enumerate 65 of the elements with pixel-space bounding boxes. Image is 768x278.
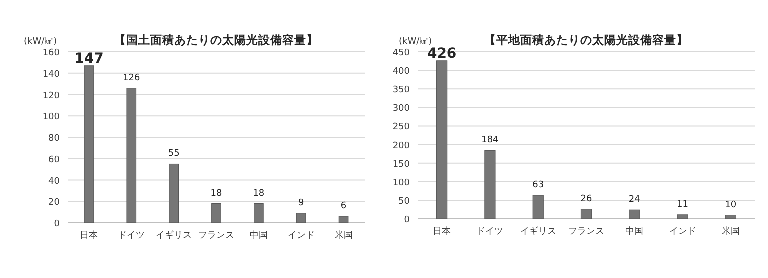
y-tick-label: 100: [42, 112, 60, 123]
x-tick-label: 中国: [250, 230, 268, 241]
x-tick-label: ドイツ: [476, 227, 504, 237]
x-tick-label: イギリス: [520, 226, 556, 237]
data-label: 18: [253, 188, 265, 199]
bar: [484, 150, 496, 220]
bar: [212, 204, 222, 224]
chart-title: 【平地面積あたりの太陽光設備容量】: [484, 33, 688, 47]
x-tick-label: フランス: [568, 227, 604, 237]
y-tick-label: 0: [404, 216, 410, 226]
data-label: 184: [482, 136, 500, 146]
y-axis-title: (kW/㎢): [24, 37, 58, 47]
x-tick-label: フランス: [198, 231, 234, 241]
x-tick-label: インド: [288, 231, 315, 241]
data-label: 147: [74, 50, 104, 67]
y-tick-label: 400: [392, 67, 410, 78]
bar: [84, 66, 94, 224]
data-label: 126: [123, 73, 140, 84]
y-tick-label: 450: [392, 48, 410, 58]
data-label: 11: [677, 200, 689, 210]
x-tick-label: ドイツ: [118, 231, 146, 241]
bar: [629, 210, 640, 220]
y-tick-label: 100: [392, 178, 410, 188]
bar: [126, 88, 137, 224]
y-tick-label: 60: [48, 155, 60, 166]
data-label: 24: [628, 195, 641, 206]
y-tick-label: 80: [48, 134, 60, 144]
x-tick-label: 日本: [433, 226, 452, 237]
y-tick-label: 140: [42, 70, 60, 80]
data-label: 6: [340, 202, 347, 212]
y-tick-label: 150: [392, 160, 410, 170]
data-label: 55: [168, 149, 180, 160]
data-label: 26: [580, 194, 592, 204]
y-tick-label: 300: [392, 104, 410, 114]
x-tick-label: イギリス: [156, 230, 192, 241]
bar: [169, 164, 179, 224]
data-label: 63: [532, 180, 544, 191]
bar: [436, 60, 448, 220]
bar: [725, 215, 736, 220]
bar: [254, 204, 264, 224]
y-tick-label: 20: [48, 198, 60, 208]
data-label: 18: [210, 188, 222, 199]
bar: [338, 216, 349, 224]
y-tick-label: 40: [48, 176, 60, 187]
data-label: 9: [298, 198, 304, 208]
y-axis-title: (kW/㎢): [399, 37, 432, 47]
bar: [677, 214, 688, 220]
x-tick-label: 米国: [334, 230, 353, 241]
x-tick-label: 日本: [80, 230, 98, 241]
x-tick-label: 米国: [722, 226, 740, 237]
y-tick-label: 160: [42, 48, 60, 58]
bar: [580, 209, 592, 220]
data-label: 426: [427, 46, 457, 62]
y-tick-label: 0: [54, 220, 60, 230]
bar: [532, 195, 544, 220]
y-tick-label: 350: [392, 86, 410, 96]
y-tick-label: 200: [392, 141, 410, 152]
x-tick-label: インド: [669, 227, 696, 237]
y-tick-label: 50: [398, 196, 410, 207]
y-tick-label: 120: [42, 91, 60, 102]
data-label: 10: [725, 200, 737, 210]
chart-title: 【国土面積あたりの太陽光設備容量】: [114, 33, 318, 47]
x-tick-label: 中国: [626, 226, 644, 237]
y-tick-label: 250: [392, 122, 410, 133]
bar: [296, 213, 306, 224]
